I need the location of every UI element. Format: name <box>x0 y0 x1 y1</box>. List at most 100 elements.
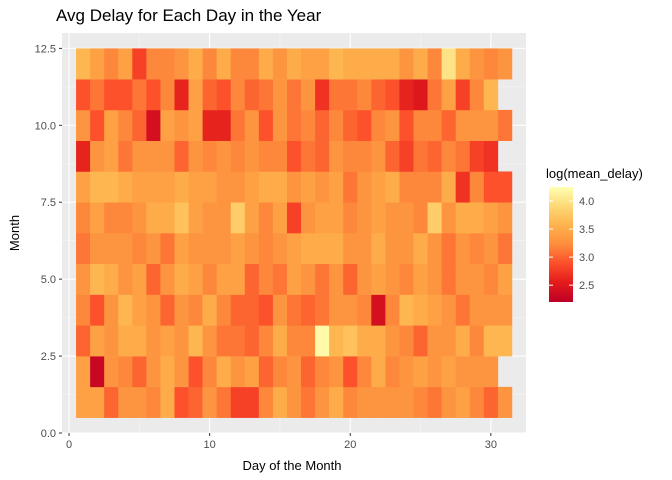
heatmap-cell <box>469 79 485 111</box>
heatmap-cell <box>301 109 316 141</box>
heatmap-cell <box>76 140 91 172</box>
x-tick-label: 20 <box>344 439 356 451</box>
heatmap-cell <box>118 325 133 357</box>
heatmap-cell <box>90 202 105 234</box>
heatmap-cell <box>104 325 119 357</box>
heatmap-cell <box>385 233 400 265</box>
heatmap-cell <box>371 202 386 234</box>
heatmap-cell <box>76 233 91 265</box>
heatmap-cell <box>76 356 91 388</box>
heatmap-cell <box>343 140 358 172</box>
heatmap-cell <box>174 171 189 203</box>
heatmap-cell <box>104 294 119 326</box>
heatmap-cell <box>357 263 372 295</box>
heatmap-cell <box>272 202 288 234</box>
heatmap-cell <box>90 48 105 80</box>
heatmap-cell <box>371 109 386 141</box>
x-axis-ticks: 0 10 20 30 <box>66 433 497 451</box>
heatmap-cell <box>272 171 288 203</box>
heatmap-cell <box>315 263 330 295</box>
heatmap-cell <box>230 48 246 80</box>
heatmap-cell <box>329 294 344 326</box>
heatmap-cell <box>104 386 119 418</box>
heatmap-cell <box>413 48 428 80</box>
heatmap-cell <box>118 202 133 234</box>
heatmap-cell <box>427 356 442 388</box>
heatmap-cell <box>272 48 288 80</box>
heatmap-cell <box>455 386 471 418</box>
heatmap-cell <box>174 325 189 357</box>
heatmap-cell <box>272 294 288 326</box>
heatmap-cell <box>399 140 414 172</box>
heatmap-cell <box>483 294 499 326</box>
heatmap-cell <box>371 263 386 295</box>
heatmap-cell <box>343 325 358 357</box>
heatmap-cell <box>427 202 442 234</box>
y-axis-title: Month <box>7 215 22 251</box>
y-axis-ticks: 0.0 2.5 5.0 7.5 10.0 12.5 <box>35 43 62 440</box>
heatmap-cell <box>132 325 147 357</box>
heatmap-cell <box>343 79 358 111</box>
heatmap-cell <box>188 386 203 418</box>
heatmap-cell <box>160 356 175 388</box>
heatmap-cell <box>455 140 471 172</box>
heatmap-cell <box>343 109 358 141</box>
heatmap-cell <box>413 109 428 141</box>
heatmap-cell <box>427 325 442 357</box>
heatmap-cell <box>301 79 316 111</box>
heatmap-cell <box>455 48 471 80</box>
heatmap-cell <box>371 140 386 172</box>
heatmap-cell <box>244 356 260 388</box>
heatmap-cell <box>188 202 203 234</box>
heatmap-cell <box>286 140 302 172</box>
heatmap-cell <box>329 386 344 418</box>
heatmap-cell <box>216 356 232 388</box>
heatmap-cell <box>230 140 246 172</box>
heatmap-cell <box>469 325 485 357</box>
heatmap-cell <box>272 140 288 172</box>
heatmap-cell <box>413 356 428 388</box>
heatmap-cell <box>118 48 133 80</box>
x-tick-label: 0 <box>66 439 72 451</box>
heatmap-cell <box>132 140 147 172</box>
heatmap-cell <box>343 386 358 418</box>
heatmap-cell <box>244 233 260 265</box>
heatmap-cell <box>329 263 344 295</box>
heatmap-cell <box>286 233 302 265</box>
heatmap-cell <box>202 202 217 234</box>
heatmap-cell <box>427 171 442 203</box>
heatmap-cell <box>497 386 513 418</box>
heatmap-cell <box>244 325 260 357</box>
heatmap-cell <box>427 140 442 172</box>
heatmap-cell <box>202 356 217 388</box>
heatmap-cell <box>469 202 485 234</box>
heatmap-cell <box>413 140 428 172</box>
heatmap-cell <box>188 294 203 326</box>
heatmap-cell <box>329 48 344 80</box>
heatmap-cell <box>357 140 372 172</box>
heatmap-cell <box>413 233 428 265</box>
heatmap-cell <box>146 325 161 357</box>
heatmap-cell <box>357 48 372 80</box>
heatmap-cell <box>160 233 175 265</box>
x-tick-label: 30 <box>485 439 497 451</box>
heatmap-cell <box>76 48 91 80</box>
heatmap-cell <box>301 356 316 388</box>
heatmap-cell <box>441 386 456 418</box>
x-axis-title: Day of the Month <box>243 458 342 473</box>
heatmap-cell <box>357 171 372 203</box>
heatmap-cell <box>132 79 147 111</box>
heatmap-cell <box>371 233 386 265</box>
legend-ticks: 2.5 3.0 3.5 4.0 <box>549 196 594 292</box>
legend-colorbar <box>549 187 573 302</box>
heatmap-cell <box>174 202 189 234</box>
heatmap-cell <box>469 356 485 388</box>
heatmap-cell <box>146 386 161 418</box>
heatmap-cell <box>301 202 316 234</box>
heatmap-cell <box>202 79 217 111</box>
heatmap-cell <box>118 79 133 111</box>
heatmap-cell <box>132 48 147 80</box>
heatmap-cell <box>118 140 133 172</box>
heatmap-cell <box>399 109 414 141</box>
heatmap-cell <box>202 294 217 326</box>
